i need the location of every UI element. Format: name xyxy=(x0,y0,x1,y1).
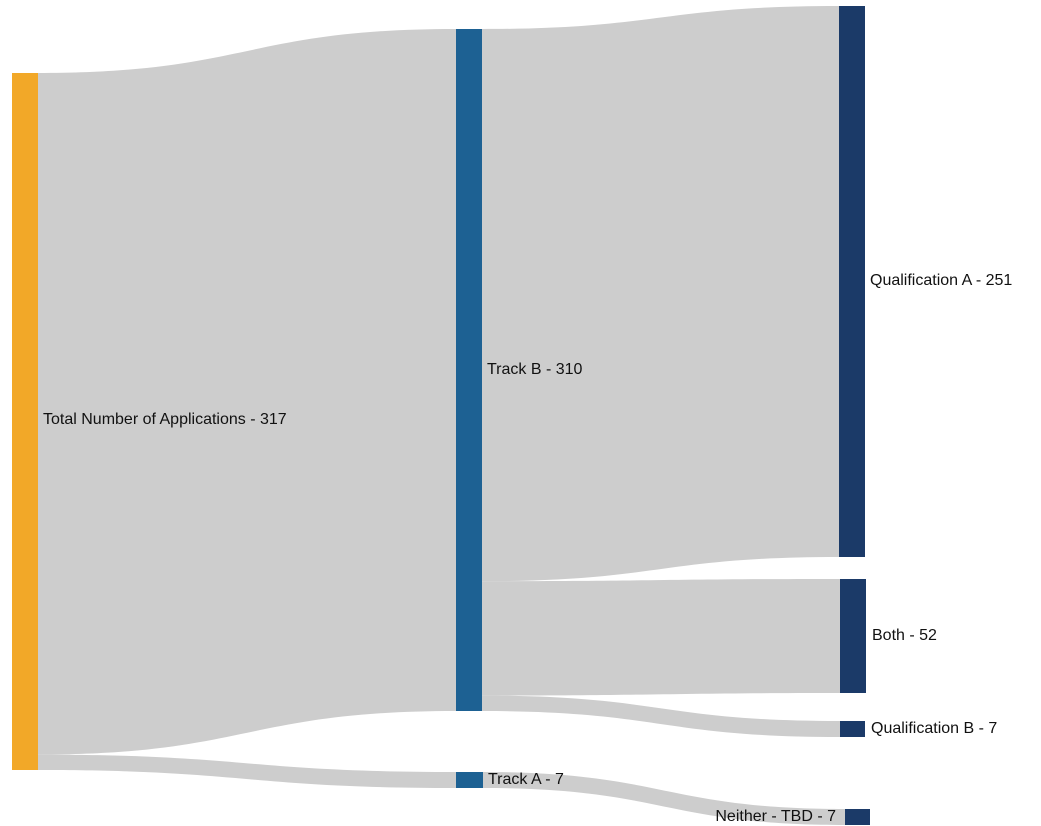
sankey-link-track_b-to-qual_b xyxy=(482,695,840,737)
sankey-node-label-qual_b: Qualification B - 7 xyxy=(871,720,997,737)
sankey-node-label-total: Total Number of Applications - 317 xyxy=(43,411,287,428)
sankey-link-track_b-to-both xyxy=(482,579,840,696)
labels-layer: Total Number of Applications - 317 Track … xyxy=(43,272,1012,825)
links-layer xyxy=(38,6,845,825)
sankey-node-track_b xyxy=(456,29,482,711)
sankey-node-label-both: Both - 52 xyxy=(872,627,937,644)
sankey-node-qual_b xyxy=(840,721,865,737)
sankey-node-neither xyxy=(845,809,870,825)
sankey-node-label-neither: Neither - TBD - 7 xyxy=(715,808,836,825)
nodes-layer xyxy=(12,6,870,825)
sankey-link-track_b-to-qual_a xyxy=(482,6,839,582)
sankey-node-label-track_a: Track A - 7 xyxy=(488,771,564,788)
sankey-link-track_a-to-neither xyxy=(483,772,845,825)
sankey-node-track_a xyxy=(456,772,483,788)
sankey-node-both xyxy=(840,579,866,693)
sankey-link-total-to-track_b xyxy=(38,29,456,755)
sankey-node-label-qual_a: Qualification A - 251 xyxy=(870,272,1012,289)
sankey-node-total xyxy=(12,73,38,770)
sankey-link-total-to-track_a xyxy=(38,754,456,788)
sankey-node-qual_a xyxy=(839,6,865,557)
sankey-node-label-track_b: Track B - 310 xyxy=(487,361,583,378)
